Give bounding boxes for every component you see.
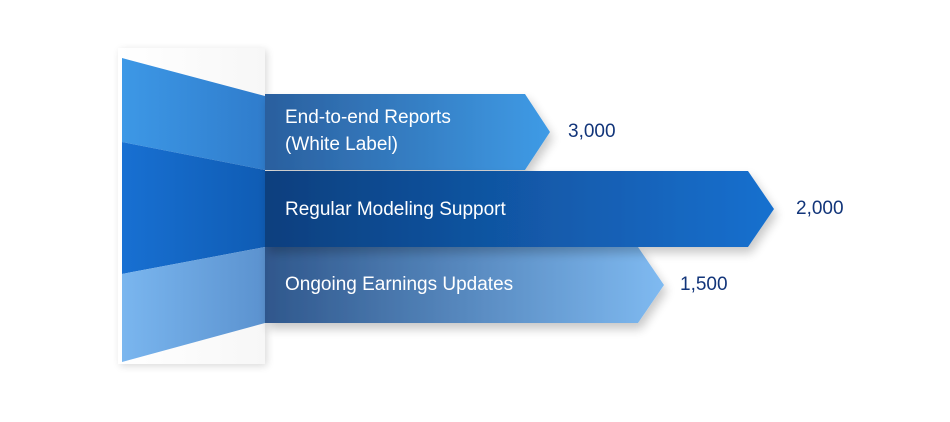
funnel-segment-bottom [122, 247, 265, 362]
arrow-band-bottom [265, 247, 664, 323]
band-value-regular-modeling-support: 2,000 [796, 198, 844, 219]
arrow-band-top [265, 94, 550, 170]
arrow-band-middle [265, 171, 774, 247]
band-value-ongoing-earnings-updates: 1,500 [680, 274, 728, 295]
band-label-end-to-end-reports: End-to-end Reports (White Label) [285, 107, 451, 155]
funnel-segment-middle [122, 142, 265, 274]
funnel-segment-top [122, 58, 265, 170]
band-label-ongoing-earnings-updates: Ongoing Earnings Updates [285, 274, 514, 295]
band-value-end-to-end-reports: 3,000 [568, 121, 616, 142]
band-label-regular-modeling-support: Regular Modeling Support [285, 199, 506, 220]
